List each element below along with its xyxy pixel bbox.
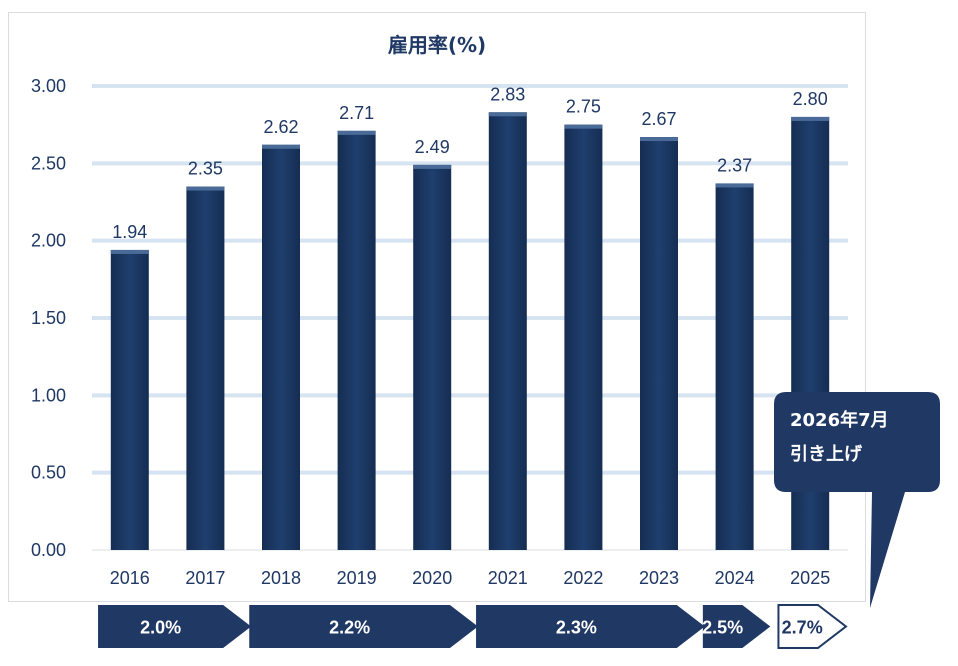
bar-top-highlight <box>413 164 452 169</box>
bar-2022 <box>564 124 603 551</box>
x-tick-label: 2021 <box>488 568 528 588</box>
bar-2024 <box>715 183 754 550</box>
bar-2023 <box>640 137 678 551</box>
bar-2017 <box>186 186 225 551</box>
data-label-2016: 1.94 <box>112 222 147 242</box>
callout-bubble <box>774 392 940 608</box>
y-tick-label: 2.00 <box>31 231 66 251</box>
rate-arrow-label: 2.5% <box>702 618 743 638</box>
chart-title: 雇用率(%) <box>388 33 486 57</box>
data-label-2023: 2.67 <box>641 109 676 129</box>
data-label-2021: 2.83 <box>490 84 525 104</box>
bar-2016 <box>110 249 149 551</box>
rate-arrow-label: 2.2% <box>329 618 370 638</box>
data-label-2022: 2.75 <box>566 97 601 117</box>
y-tick-label: 3.00 <box>31 76 66 96</box>
bar-top-highlight <box>715 183 754 188</box>
y-tick-label: 0.00 <box>31 540 66 560</box>
y-tick-label: 1.50 <box>31 308 66 328</box>
x-tick-label: 2019 <box>337 568 377 588</box>
bar-2020 <box>413 164 452 550</box>
bar-top-highlight <box>262 144 300 149</box>
rate-arrow-2 <box>476 605 705 648</box>
x-tick-label: 2016 <box>110 568 150 588</box>
bar-top-highlight <box>791 116 830 121</box>
bars: 1.94 2.35 2.62 2.71 2.49 2.83 2.75 2.67 2.37 2.80 <box>110 84 830 551</box>
data-label-2018: 2.62 <box>263 117 298 137</box>
bar-top-highlight <box>337 130 376 135</box>
bar-2019 <box>337 130 376 550</box>
x-tick-label: 2024 <box>715 568 755 588</box>
x-tick-label: 2017 <box>185 568 225 588</box>
x-tick-label: 2020 <box>412 568 452 588</box>
rate-arrows: 2.0% 2.2% 2.3% 2.5% 2.7% <box>98 604 848 649</box>
y-tick-label: 0.50 <box>31 463 66 483</box>
callout: 2026年7月 引き上げ <box>774 392 940 608</box>
data-label-2019: 2.71 <box>339 103 374 123</box>
x-axis: 2016 2017 2018 2019 2020 2021 2022 2023 2024 2025 <box>110 568 830 588</box>
bar-top-highlight <box>186 186 225 191</box>
y-tick-label: 1.00 <box>31 385 66 405</box>
rate-arrow-4 <box>777 604 848 649</box>
rate-arrow-label: 2.0% <box>140 618 181 638</box>
rate-arrow-label: 2.7% <box>782 618 823 638</box>
y-tick-label: 2.50 <box>31 153 66 173</box>
callout-line1: 2026年7月 <box>790 409 889 431</box>
x-tick-label: 2022 <box>563 568 603 588</box>
rate-arrow-1 <box>249 605 478 648</box>
data-label-2020: 2.49 <box>415 137 450 157</box>
rate-arrow-3 <box>702 605 771 648</box>
bar-2021 <box>488 112 527 550</box>
data-label-2017: 2.35 <box>188 159 223 179</box>
svg-text:2026年7月 引き上げ: 2026年7月 引き上げ <box>790 409 895 465</box>
rate-arrow-0 <box>98 605 252 648</box>
x-tick-label: 2025 <box>790 568 830 588</box>
data-label-2025: 2.80 <box>793 89 828 109</box>
bar-top-highlight <box>488 112 527 117</box>
bar-top-highlight <box>110 249 149 254</box>
x-tick-label: 2018 <box>261 568 301 588</box>
rate-arrow-label: 2.3% <box>556 618 597 638</box>
x-tick-label: 2023 <box>639 568 679 588</box>
bar-2018 <box>262 144 300 551</box>
bar-top-highlight <box>564 124 603 129</box>
callout-line2: 引き上げ <box>790 444 863 465</box>
data-label-2024: 2.37 <box>717 155 752 175</box>
bar-top-highlight <box>640 137 678 142</box>
